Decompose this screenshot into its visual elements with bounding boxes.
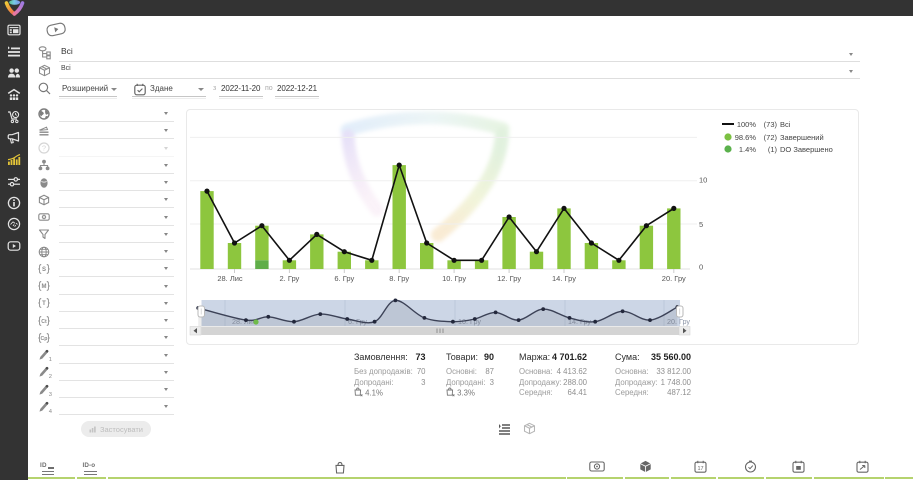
svg-text:2: 2 (49, 374, 52, 378)
svg-text:8. Гру: 8. Гру (389, 274, 409, 283)
svg-text:M: M (42, 284, 47, 290)
svg-text:28. Лис: 28. Лис (217, 274, 243, 283)
svg-text:10. Гру: 10. Гру (442, 274, 466, 283)
svg-text:20. Гру: 20. Гру (667, 317, 690, 326)
svg-text:Cp: Cp (41, 336, 48, 342)
svg-text:3: 3 (49, 391, 52, 395)
svg-text:10: 10 (699, 176, 707, 185)
svg-text:(72): (72) (764, 133, 778, 142)
svg-text:10. Гру: 10. Гру (458, 317, 481, 326)
svg-text:(73): (73) (764, 120, 778, 129)
svg-text:Завершений: Завершений (780, 133, 824, 142)
svg-text:0: 0 (699, 263, 703, 272)
svg-text:98.6%: 98.6% (735, 133, 757, 142)
svg-text:S: S (42, 267, 46, 273)
svg-text:2. Гру: 2. Гру (279, 274, 299, 283)
svg-text:100%: 100% (737, 120, 757, 129)
svg-text:DO Завершено: DO Завершено (780, 145, 833, 154)
svg-text:14. Гру: 14. Гру (568, 317, 591, 326)
svg-text:1: 1 (49, 357, 52, 361)
svg-text:6. Гру: 6. Гру (334, 274, 354, 283)
svg-text:5: 5 (699, 220, 703, 229)
svg-text:1.4%: 1.4% (739, 145, 756, 154)
svg-text:17: 17 (697, 466, 703, 472)
svg-text:(1): (1) (768, 145, 778, 154)
svg-text:28. Лис: 28. Лис (232, 317, 257, 326)
svg-text:?: ? (42, 144, 46, 153)
svg-text:T: T (42, 301, 46, 307)
svg-text:12. Гру: 12. Гру (497, 274, 521, 283)
svg-text:14. Гру: 14. Гру (552, 274, 576, 283)
svg-text:4: 4 (49, 409, 52, 413)
svg-text:Всі: Всі (780, 120, 791, 129)
svg-text:20. Гру: 20. Гру (662, 274, 686, 283)
svg-text:Ct: Ct (41, 319, 47, 325)
